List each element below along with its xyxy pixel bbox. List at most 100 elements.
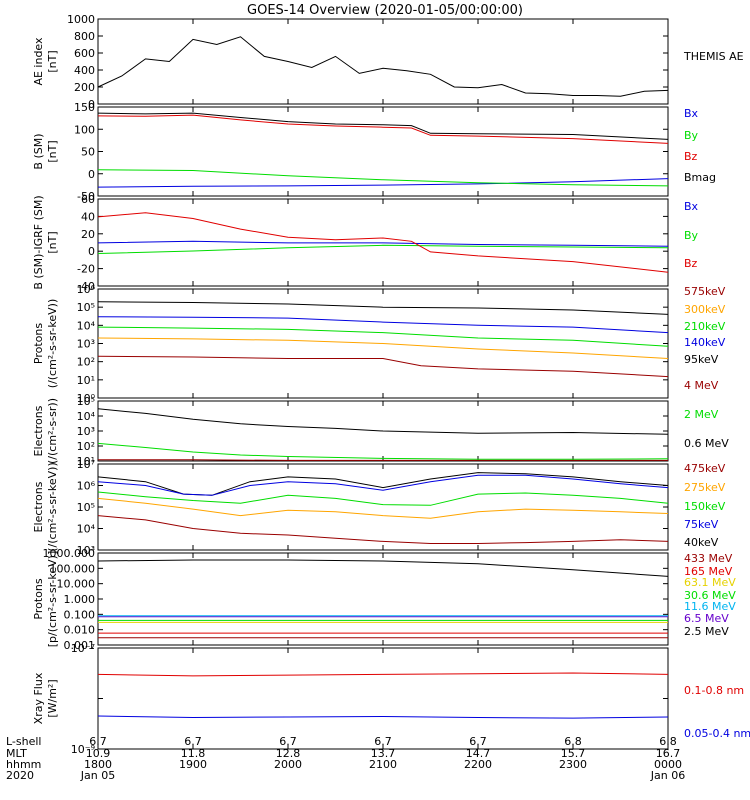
series-line [97,36,669,97]
legend-label: 210keV [684,320,726,333]
y-tick-label: 10⁶ [77,283,96,296]
x-tick-label: 12.8 [276,747,301,760]
x-axis-row-label: MLT [6,747,27,760]
series-line [97,474,669,496]
legend-label: 6.5 MeV [684,612,729,625]
y-tick-label: 600 [74,47,95,60]
legend-label: By [684,229,699,242]
x-tick-label: 2000 [274,758,302,771]
y-tick-label: 800 [74,30,95,43]
y-tick-label: 10⁴ [77,410,96,423]
x-tick-label: 10.9 [86,747,111,760]
y-axis-label: (/(cm²-s-sr)) [46,398,59,464]
x-tick-label: 2100 [369,758,397,771]
y-tick-label: 10⁻⁷ [71,642,95,655]
legend-label: 150keV [684,500,726,513]
legend-label: Bx [684,107,699,120]
x-tick-label: Jan 05 [80,769,115,782]
panel-3: -40 -20 0 20 40 60 B (SM)-IGRF (SM) [nT] Bx By Bz [32,193,699,293]
legend-label: Bmag [684,171,716,184]
legend-label: 475keV [684,462,726,475]
series-line [97,491,669,506]
series-line [97,408,669,435]
y-tick-label: 10² [77,356,95,369]
x-tick-label: Jan 06 [650,769,685,782]
x-tick-label: 6.8 [564,735,582,748]
legend-label: Bx [684,200,699,213]
legend-label: By [684,129,699,142]
y-axis-label: B (SM)-IGRF (SM) [32,195,45,289]
series-line [97,472,669,496]
series-line [97,169,669,187]
y-axis-label: (/(cm²-s-sr-keV)) [46,299,59,389]
y-axis-label: Xray Flux [32,672,45,724]
y-tick-label: 10⁵ [77,301,95,314]
series-line [97,244,669,254]
x-tick-label: 6.7 [89,735,107,748]
y-tick-label: 10¹ [77,374,95,387]
y-axis-label: [W/m²] [46,679,59,717]
series-line [97,515,669,544]
legend-label: 0.6 MeV [684,437,729,450]
y-tick-label: -40 [77,280,95,293]
panel-4: 10⁰ 10¹ 10² 10³ 10⁴ 10⁵ 10⁶ Protons (/(cm²-s-sr-… [32,283,726,405]
y-axis-label: Protons [32,578,45,619]
legend-label: 165 MeV [684,565,733,578]
legend-label: 2.5 MeV [684,625,729,638]
y-tick-label: 60 [81,193,95,206]
panel-1: 0 200 400 600 800 1000 AE index [nT] THEMIS AE [32,13,744,111]
series-line [97,212,669,273]
legend-label: 4 MeV [684,379,719,392]
y-axis-label: [nT] [46,50,59,72]
series-line [97,672,669,677]
legend-label: 11.6 MeV [684,600,736,613]
x-tick-label: 6.7 [469,735,487,748]
panel-2: -50 0 50 100 150 B (SM) [nT] Bx By Bz Bmag [32,101,716,203]
series-line [97,442,669,460]
panel-frame [97,647,669,750]
legend-label: 433 MeV [684,552,733,565]
legend-label: 63.1 MeV [684,576,736,589]
panel-frame [97,463,669,551]
legend-label: 2 MeV [684,408,719,421]
y-tick-label: 10⁻⁹ [71,743,95,756]
y-tick-label: 100 [74,123,95,136]
y-tick-label: -20 [77,263,95,276]
panel-5: 10¹ 10² 10³ 10⁴ 10⁵ Electrons (/(cm²-s-sr)) 4 M… [32,379,729,468]
y-tick-label: 50 [81,146,95,159]
panel-7: 0.001 0.010 0.100 1.000 10.000 100.000 1000.00… [32,547,736,652]
legend-label: 30.6 MeV [684,589,736,602]
x-axis-row-label: L-shell [6,735,42,748]
legend-label: Bz [684,150,698,163]
y-tick-label: 1000.000 [43,547,96,560]
series-line [97,337,669,359]
x-tick-label: 6.7 [374,735,392,748]
y-tick-label: 10⁶ [77,480,96,493]
panel-6: 10³ 10⁴ 10⁵ 10⁶ 10⁷ Electrons (/(cm²-s-sr-keV)… [32,458,726,557]
y-tick-label: 10.000 [57,578,96,591]
legend-label: 40keV [684,536,719,549]
y-axis-label: (/(cm²-s-sr-keV)) [46,462,59,552]
x-tick-label: 6.8 [659,735,677,748]
series-line [97,497,669,519]
legend-label: 300keV [684,303,726,316]
x-tick-label: 11.8 [181,747,206,760]
x-tick-label: 1800 [84,758,112,771]
y-axis-label: Electrons [32,481,45,532]
y-tick-label: -50 [77,190,95,203]
x-axis-row-label: hhmm [6,758,41,771]
x-tick-label: 2200 [464,758,492,771]
panel-8: 10⁻⁹ 10⁻⁷ Xray Flux [W/m²] 0.1-0.8 nm 0.05-0.… [32,642,750,756]
y-tick-label: 10³ [77,544,95,557]
y-tick-label: 10³ [77,338,95,351]
series-line [97,326,669,347]
series-line [97,114,669,144]
legend-label: 75keV [684,518,719,531]
series-line [97,112,669,140]
y-tick-label: 100.000 [50,562,96,575]
y-axis-label: AE index [32,37,45,86]
y-tick-label: 20 [81,228,95,241]
y-axis-label: B (SM) [32,133,45,169]
panel-frame [97,552,669,646]
